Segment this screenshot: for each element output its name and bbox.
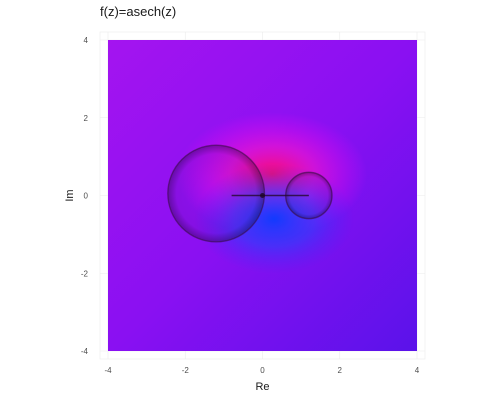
x-tick-label: -4: [104, 366, 112, 375]
x-axis-title: Re: [255, 381, 269, 393]
singular-point: [260, 193, 265, 198]
y-tick-label: 0: [84, 192, 89, 201]
x-axis-ticks: -4 -2 0 2 4: [104, 366, 419, 375]
color-field: [108, 40, 417, 351]
y-tick-label: 4: [84, 36, 89, 45]
x-tick-label: 4: [415, 366, 420, 375]
x-tick-label: 2: [338, 366, 343, 375]
x-tick-label: 0: [260, 366, 265, 375]
chart-title: f(z)=asech(z): [100, 4, 176, 19]
y-axis-ticks: -4 -2 0 2 4: [81, 36, 89, 356]
y-tick-label: -4: [81, 347, 89, 356]
y-tick-label: 2: [84, 114, 89, 123]
modulus-contour-large: [168, 145, 265, 242]
y-axis-title: Im: [64, 189, 76, 201]
y-tick-label: -2: [81, 269, 89, 278]
x-tick-label: -2: [182, 366, 190, 375]
